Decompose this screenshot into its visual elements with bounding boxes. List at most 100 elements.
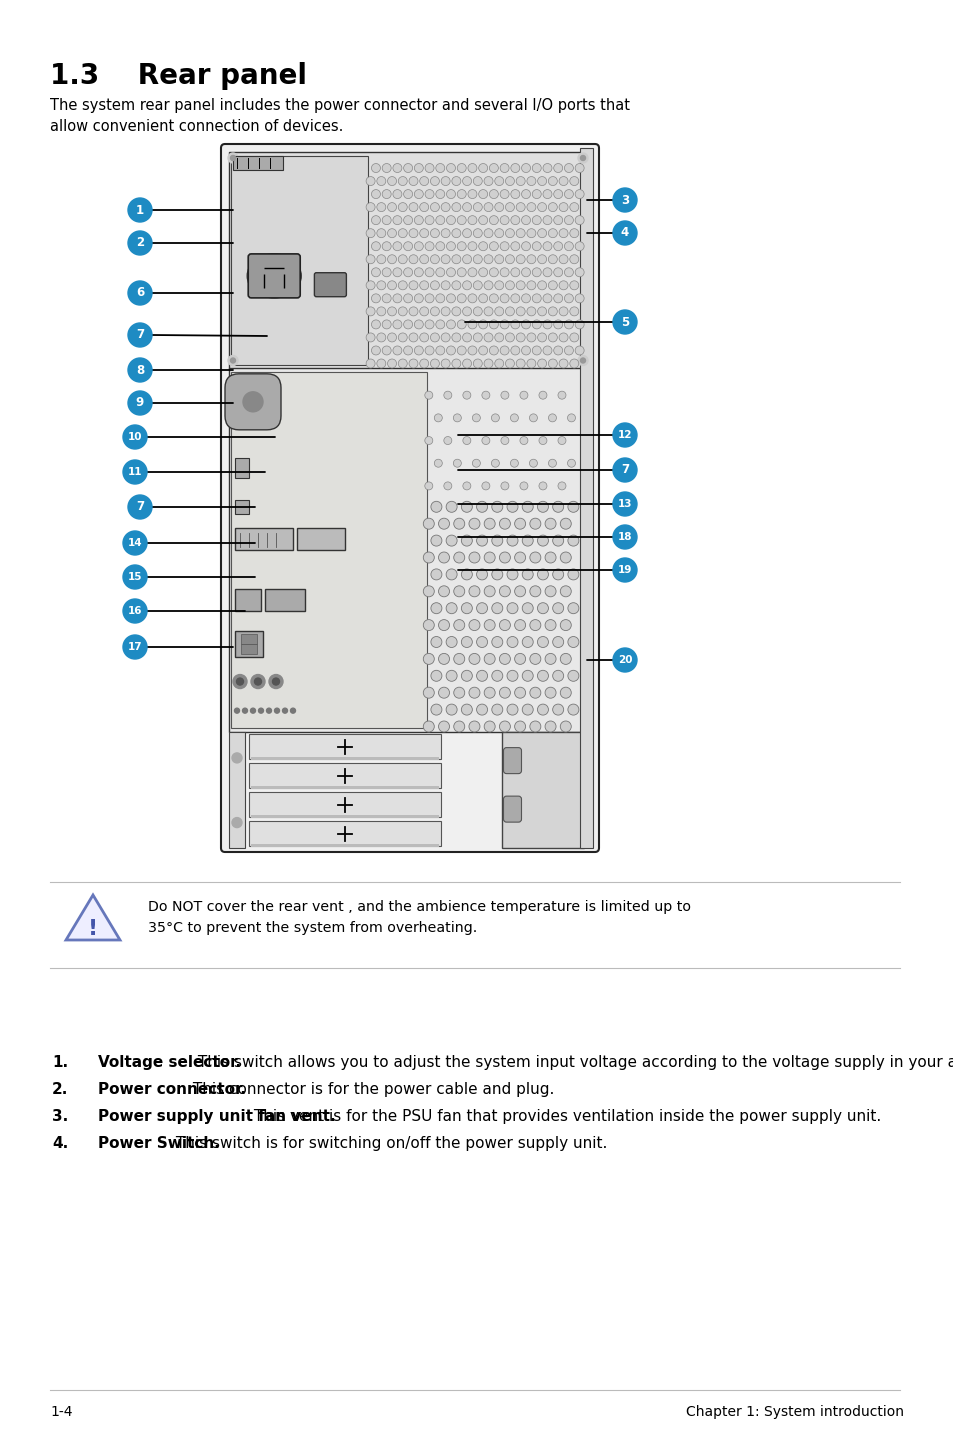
Circle shape [510, 164, 519, 173]
Circle shape [500, 437, 508, 444]
Circle shape [578, 355, 587, 365]
Circle shape [489, 164, 497, 173]
Circle shape [423, 585, 434, 597]
Circle shape [506, 569, 517, 580]
Circle shape [526, 255, 536, 263]
Circle shape [559, 653, 571, 664]
Circle shape [521, 216, 530, 224]
Circle shape [414, 319, 423, 329]
Circle shape [499, 164, 509, 173]
Circle shape [438, 620, 449, 631]
Circle shape [446, 569, 456, 580]
Circle shape [538, 482, 546, 490]
Circle shape [552, 535, 563, 546]
Circle shape [481, 482, 489, 490]
Circle shape [521, 164, 530, 173]
Circle shape [438, 720, 449, 732]
Circle shape [456, 347, 466, 355]
Circle shape [440, 334, 450, 342]
Circle shape [469, 687, 479, 699]
Circle shape [452, 203, 460, 211]
Circle shape [251, 674, 265, 689]
Circle shape [476, 535, 487, 546]
Circle shape [492, 637, 502, 647]
Circle shape [128, 495, 152, 519]
Circle shape [569, 306, 578, 316]
Circle shape [456, 216, 466, 224]
Circle shape [575, 242, 583, 250]
Circle shape [500, 482, 508, 490]
Circle shape [506, 670, 517, 682]
Circle shape [537, 705, 548, 715]
Circle shape [231, 155, 235, 161]
Circle shape [510, 267, 519, 276]
Circle shape [453, 414, 461, 421]
Circle shape [469, 720, 479, 732]
Circle shape [423, 720, 434, 732]
Circle shape [446, 637, 456, 647]
Bar [251, 787, 439, 789]
Circle shape [544, 720, 556, 732]
Circle shape [575, 319, 583, 329]
Circle shape [123, 460, 147, 485]
Circle shape [476, 637, 487, 647]
Circle shape [456, 319, 466, 329]
Circle shape [430, 203, 439, 211]
Bar [229, 368, 590, 732]
Circle shape [526, 360, 536, 368]
Circle shape [128, 358, 152, 383]
Circle shape [409, 306, 417, 316]
Circle shape [436, 216, 444, 224]
Text: !: ! [88, 919, 98, 939]
Circle shape [532, 347, 540, 355]
Circle shape [454, 687, 464, 699]
Circle shape [521, 603, 533, 614]
Circle shape [481, 437, 489, 444]
Circle shape [544, 687, 556, 699]
Circle shape [613, 221, 637, 244]
Circle shape [567, 637, 578, 647]
Circle shape [553, 164, 562, 173]
Bar [579, 148, 593, 848]
Circle shape [430, 280, 439, 290]
Circle shape [544, 653, 556, 664]
Circle shape [548, 306, 557, 316]
Text: Power connector.: Power connector. [98, 1081, 246, 1097]
Circle shape [387, 360, 396, 368]
Circle shape [269, 674, 283, 689]
Circle shape [425, 347, 434, 355]
Circle shape [430, 334, 439, 342]
Text: Chapter 1: System introduction: Chapter 1: System introduction [685, 1405, 903, 1419]
Text: 1-4: 1-4 [50, 1405, 72, 1419]
Circle shape [495, 203, 503, 211]
Circle shape [414, 190, 423, 198]
Circle shape [495, 360, 503, 368]
Circle shape [499, 347, 509, 355]
Bar [229, 152, 590, 368]
Circle shape [564, 267, 573, 276]
Circle shape [499, 319, 509, 329]
Circle shape [233, 674, 247, 689]
Text: 3.: 3. [52, 1109, 69, 1125]
Circle shape [559, 720, 571, 732]
Circle shape [521, 190, 530, 198]
Circle shape [478, 164, 487, 173]
Circle shape [491, 414, 498, 421]
Circle shape [436, 164, 444, 173]
Circle shape [409, 360, 417, 368]
Circle shape [521, 637, 533, 647]
Circle shape [434, 459, 442, 467]
Circle shape [468, 190, 476, 198]
Circle shape [440, 229, 450, 237]
Circle shape [476, 603, 487, 614]
Circle shape [430, 229, 439, 237]
Circle shape [499, 190, 509, 198]
Circle shape [376, 255, 385, 263]
Circle shape [468, 293, 476, 303]
Circle shape [476, 502, 487, 512]
Circle shape [544, 518, 556, 529]
Circle shape [484, 687, 495, 699]
Circle shape [397, 255, 407, 263]
Circle shape [425, 319, 434, 329]
Circle shape [506, 705, 517, 715]
